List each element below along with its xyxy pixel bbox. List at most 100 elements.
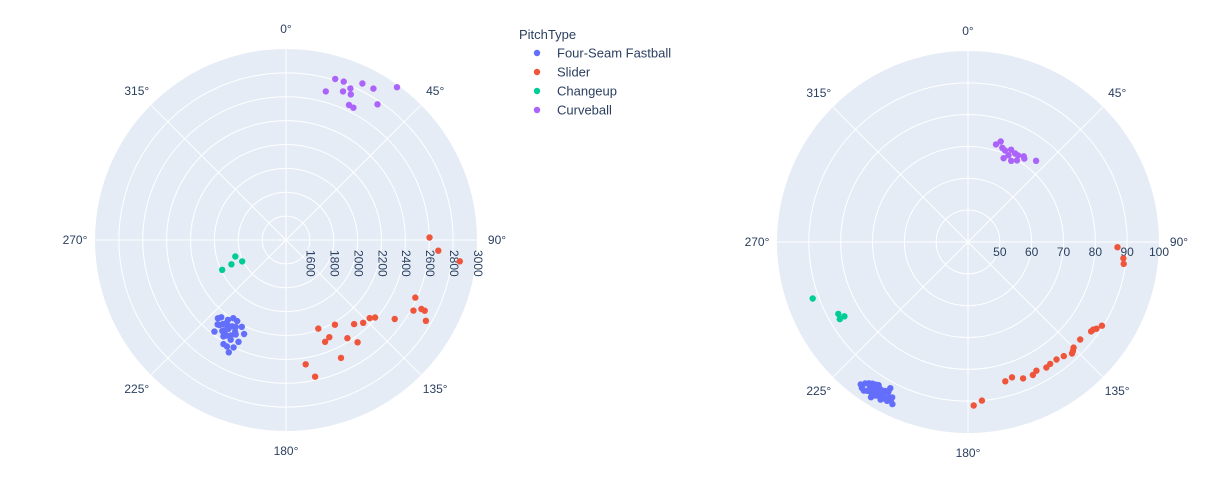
legend-marker[interactable] xyxy=(533,49,541,57)
data-point[interactable] xyxy=(374,101,381,108)
data-point[interactable] xyxy=(230,315,237,322)
data-point[interactable] xyxy=(321,338,329,345)
data-point[interactable] xyxy=(1077,336,1084,343)
data-point[interactable] xyxy=(879,392,886,400)
data-point[interactable] xyxy=(887,385,894,392)
data-point[interactable] xyxy=(1021,155,1028,162)
data-point[interactable] xyxy=(371,314,379,321)
data-point[interactable] xyxy=(211,328,218,335)
data-point[interactable] xyxy=(315,325,322,332)
data-point[interactable] xyxy=(1013,157,1021,164)
data-point[interactable] xyxy=(1120,255,1127,262)
data-point[interactable] xyxy=(422,317,430,324)
data-point[interactable] xyxy=(992,141,1000,148)
data-point[interactable] xyxy=(970,402,977,409)
angular-gridline xyxy=(832,106,969,243)
legend-item-label[interactable]: Four-Seam Fastball xyxy=(557,46,671,61)
data-point[interactable] xyxy=(331,321,339,328)
data-point[interactable] xyxy=(223,332,230,339)
data-point[interactable] xyxy=(864,387,871,394)
data-point[interactable] xyxy=(232,323,239,331)
legend-marker[interactable] xyxy=(533,68,541,76)
data-point[interactable] xyxy=(238,323,245,330)
legend-item-label[interactable]: Slider xyxy=(557,65,591,80)
data-point[interactable] xyxy=(322,88,329,95)
data-point[interactable] xyxy=(978,397,986,404)
data-point[interactable] xyxy=(1005,152,1012,159)
data-point[interactable] xyxy=(841,313,848,320)
data-point[interactable] xyxy=(1007,146,1015,153)
data-point[interactable] xyxy=(1114,244,1121,251)
data-point[interactable] xyxy=(344,335,351,342)
data-point[interactable] xyxy=(231,328,239,335)
data-point[interactable] xyxy=(225,349,232,356)
data-point[interactable] xyxy=(370,85,377,92)
data-point[interactable] xyxy=(340,78,347,85)
data-point[interactable] xyxy=(862,380,869,387)
data-point[interactable] xyxy=(235,338,242,345)
data-point[interactable] xyxy=(410,307,417,314)
data-point[interactable] xyxy=(1029,371,1037,379)
data-point[interactable] xyxy=(1019,375,1027,382)
data-point[interactable] xyxy=(1008,374,1016,381)
legend-item-label[interactable]: Curveball xyxy=(557,103,612,118)
data-point[interactable] xyxy=(1014,152,1022,159)
data-point[interactable] xyxy=(874,389,881,396)
data-point[interactable] xyxy=(1043,364,1050,371)
data-point[interactable] xyxy=(239,258,246,265)
data-point[interactable] xyxy=(1120,260,1127,268)
radial-tick-label: 70 xyxy=(1057,245,1071,259)
legend-item-label[interactable]: Changeup xyxy=(557,84,617,99)
data-point[interactable] xyxy=(302,361,309,368)
data-point[interactable] xyxy=(350,320,358,328)
data-point[interactable] xyxy=(360,319,367,326)
data-point[interactable] xyxy=(311,373,319,380)
data-point[interactable] xyxy=(997,138,1004,145)
data-point[interactable] xyxy=(220,340,227,348)
data-point[interactable] xyxy=(347,91,354,98)
data-point[interactable] xyxy=(1060,352,1068,360)
data-point[interactable] xyxy=(1002,378,1009,385)
data-point[interactable] xyxy=(809,295,816,302)
data-point[interactable] xyxy=(391,315,398,323)
data-point[interactable] xyxy=(1087,328,1095,335)
data-point[interactable] xyxy=(426,234,433,241)
data-point[interactable] xyxy=(456,258,463,265)
data-point[interactable] xyxy=(1069,347,1077,354)
data-point[interactable] xyxy=(1098,322,1106,329)
data-point[interactable] xyxy=(1033,367,1040,374)
data-point[interactable] xyxy=(230,344,237,351)
data-point[interactable] xyxy=(232,253,239,260)
data-point[interactable] xyxy=(219,266,226,273)
data-point[interactable] xyxy=(835,310,842,318)
data-point[interactable] xyxy=(337,354,345,362)
data-point[interactable] xyxy=(412,294,419,301)
data-point[interactable] xyxy=(354,339,361,346)
data-point[interactable] xyxy=(219,327,226,335)
data-point[interactable] xyxy=(332,75,339,83)
data-point[interactable] xyxy=(326,334,333,341)
data-point[interactable] xyxy=(228,261,235,268)
data-point[interactable] xyxy=(883,397,891,404)
data-point[interactable] xyxy=(1000,155,1007,162)
data-point[interactable] xyxy=(393,84,401,91)
data-point[interactable] xyxy=(240,330,248,338)
data-point[interactable] xyxy=(227,336,234,343)
data-point[interactable] xyxy=(218,314,225,321)
data-point[interactable] xyxy=(435,247,442,254)
data-point[interactable] xyxy=(339,88,347,95)
data-point[interactable] xyxy=(836,315,843,323)
data-point[interactable] xyxy=(1032,157,1040,164)
data-point[interactable] xyxy=(222,320,229,327)
legend-marker[interactable] xyxy=(533,87,541,95)
data-point[interactable] xyxy=(1008,157,1015,164)
data-point[interactable] xyxy=(1053,356,1060,363)
data-point[interactable] xyxy=(366,314,373,322)
data-point[interactable] xyxy=(216,321,223,329)
data-point[interactable] xyxy=(1001,147,1009,154)
data-point[interactable] xyxy=(347,85,354,92)
data-point[interactable] xyxy=(421,307,428,314)
legend-marker[interactable] xyxy=(533,106,541,114)
data-point[interactable] xyxy=(359,80,366,87)
data-point[interactable] xyxy=(350,104,357,111)
